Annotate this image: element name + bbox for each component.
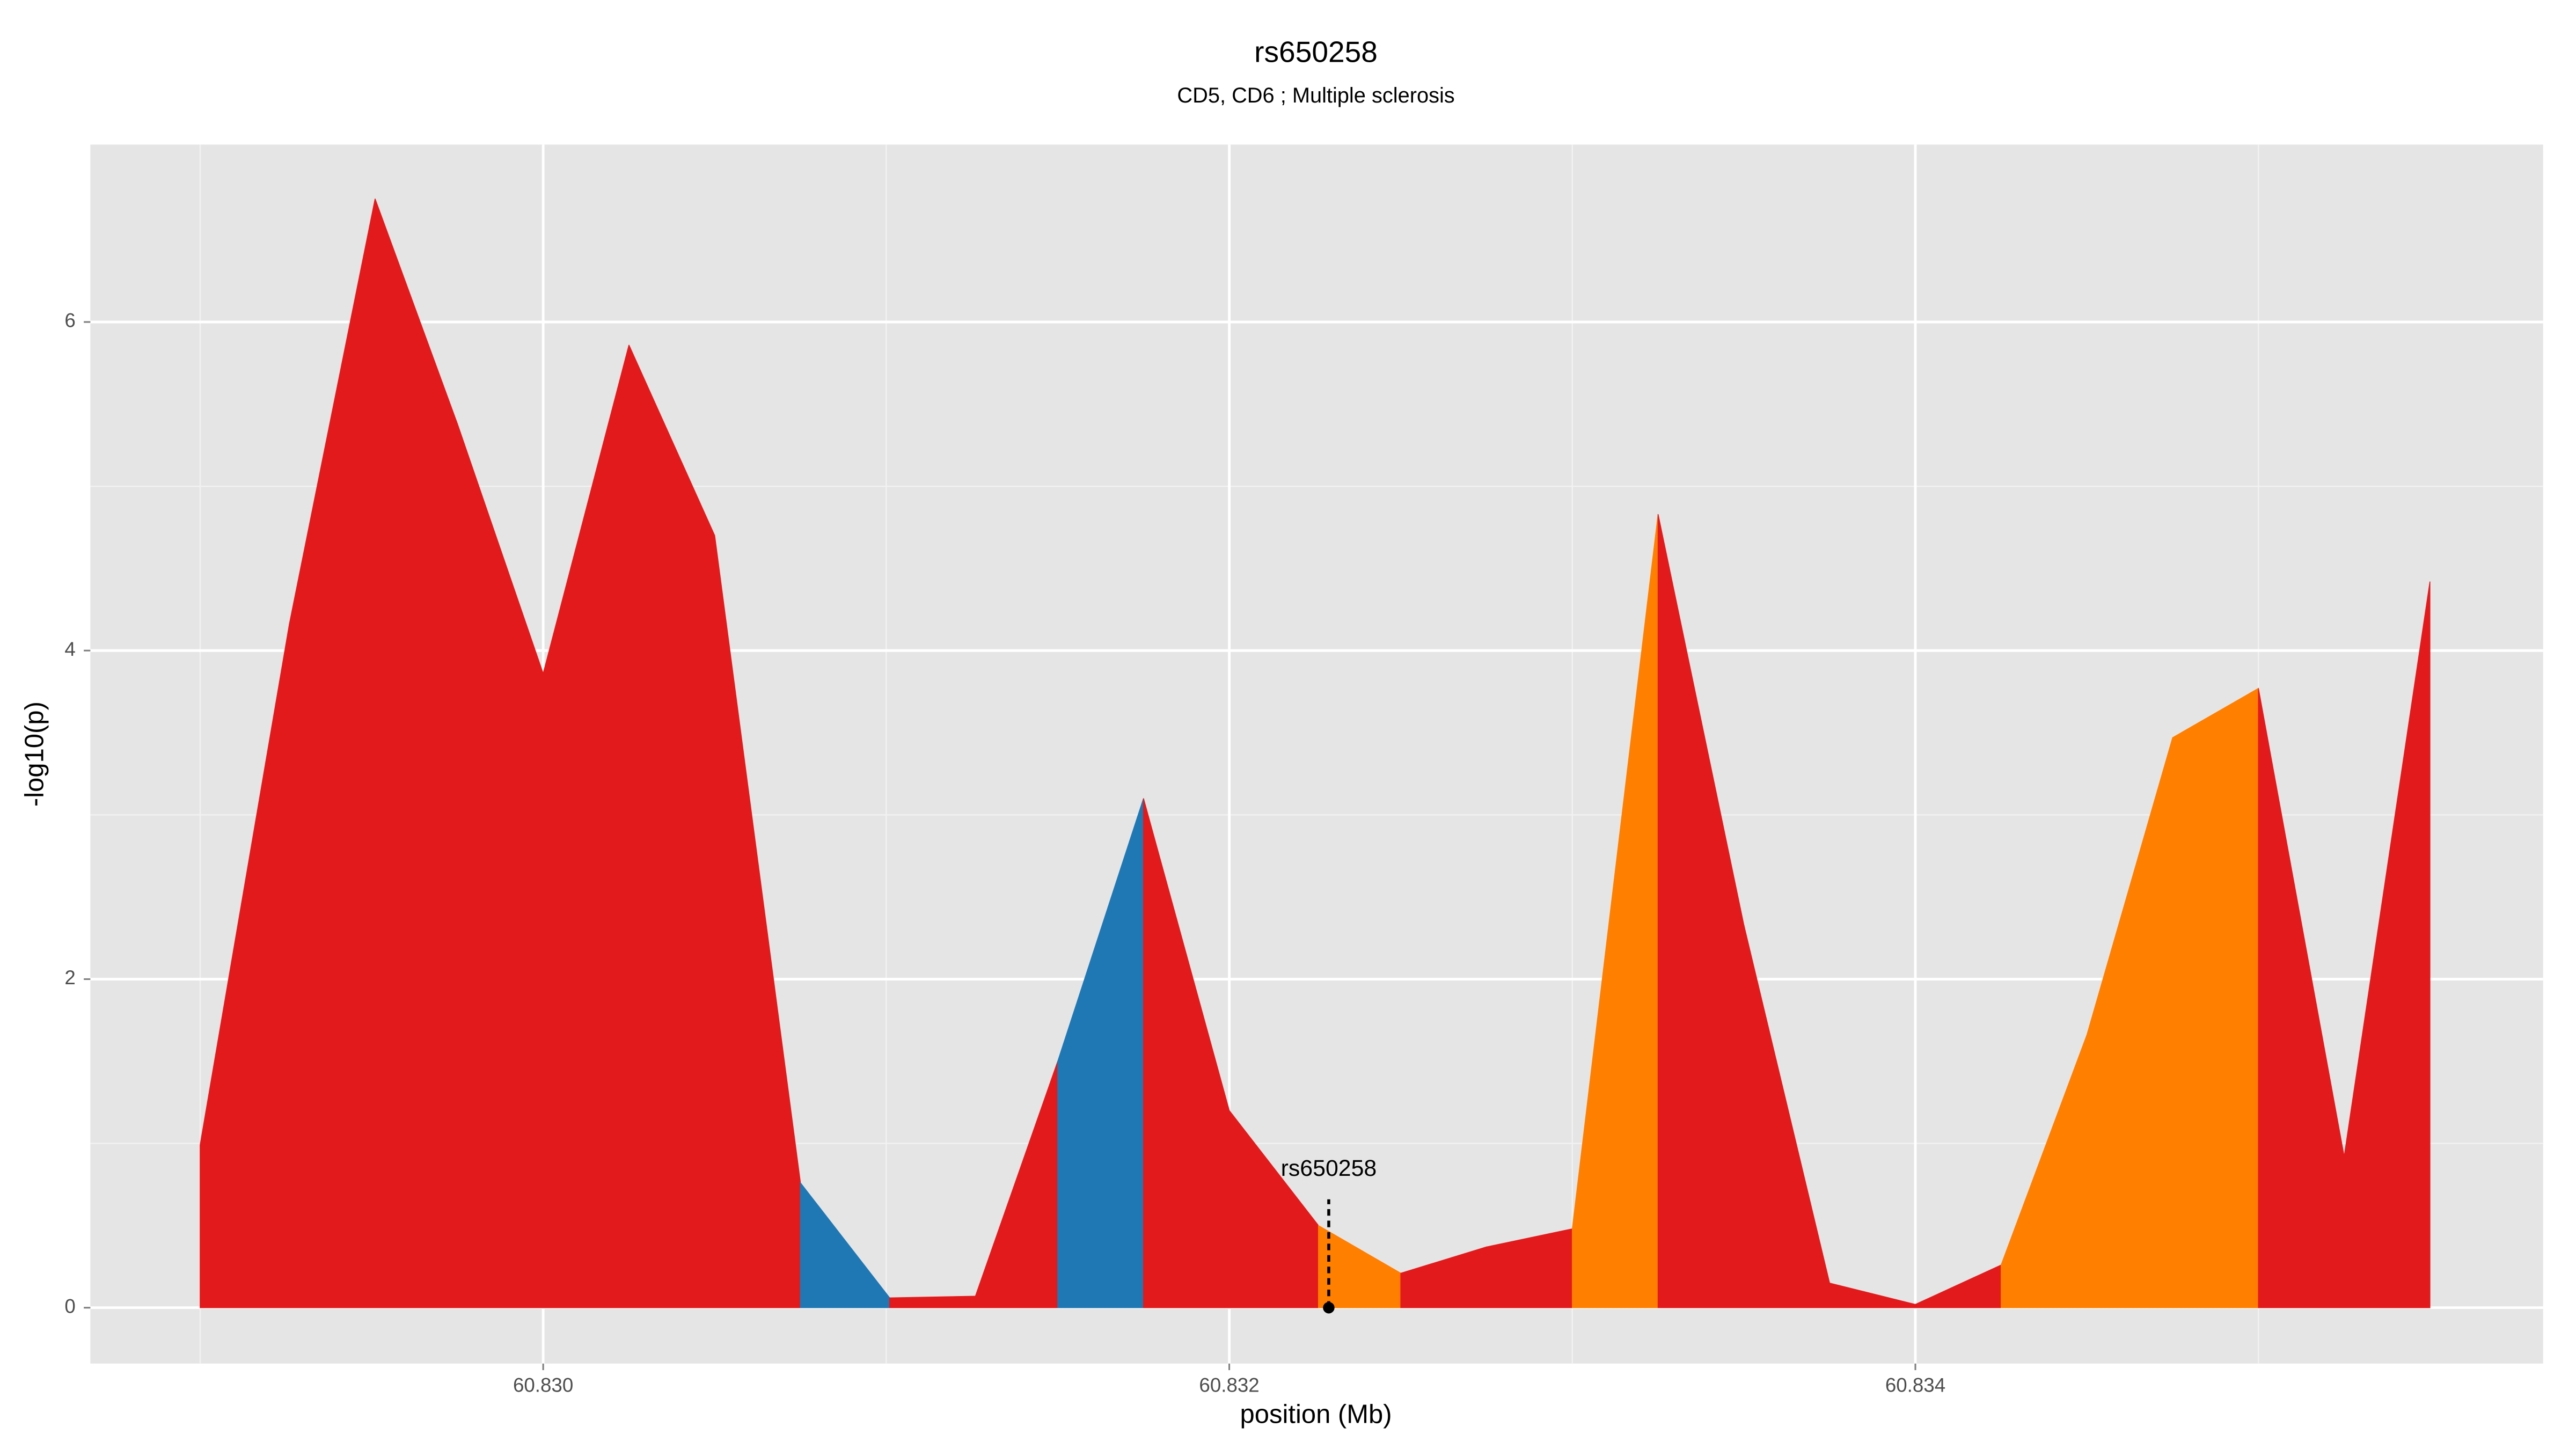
- annotation-point: [1323, 1302, 1335, 1314]
- annotation-label: rs650258: [1281, 1155, 1377, 1181]
- x-tick-label: 60.834: [1885, 1374, 1945, 1396]
- area-segment: [889, 1296, 976, 1308]
- y-tick-label: 6: [64, 310, 75, 332]
- y-tick-label: 2: [64, 967, 75, 989]
- y-tick-label: 0: [64, 1295, 75, 1317]
- x-tick-label: 60.832: [1199, 1374, 1259, 1396]
- chart-subtitle: CD5, CD6 ; Multiple sclerosis: [1177, 84, 1454, 107]
- y-axis-label: -log10(p): [20, 701, 49, 807]
- chart-title: rs650258: [1254, 35, 1378, 69]
- area-segment: [2172, 687, 2259, 1308]
- y-tick-label: 4: [64, 638, 75, 660]
- x-axis-label: position (Mb): [1240, 1400, 1392, 1429]
- area-segment: [2344, 581, 2431, 1308]
- x-tick-label: 60.830: [513, 1374, 573, 1396]
